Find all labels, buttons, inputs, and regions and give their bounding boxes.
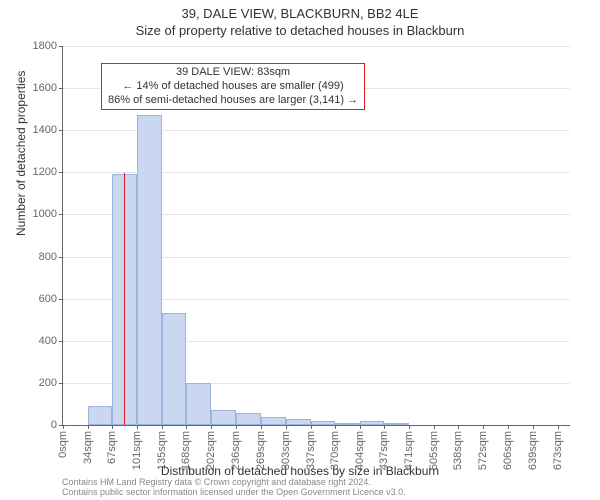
x-tick-mark: [211, 425, 212, 429]
x-tick-mark: [434, 425, 435, 429]
x-tick-label: 67sqm: [106, 431, 118, 464]
chart-footer: Contains HM Land Registry data © Crown c…: [0, 478, 600, 498]
x-tick-mark: [508, 425, 509, 429]
x-axis-title: Distribution of detached houses by size …: [0, 464, 600, 478]
x-tick-mark: [558, 425, 559, 429]
x-tick-mark: [409, 425, 410, 429]
y-tick-mark: [59, 341, 63, 342]
annotation-line: ← 14% of detached houses are smaller (49…: [108, 80, 358, 94]
y-tick-mark: [59, 257, 63, 258]
y-tick-label: 800: [39, 251, 57, 263]
x-tick-mark: [186, 425, 187, 429]
histogram-bar: [335, 423, 360, 425]
histogram-bar: [360, 421, 384, 425]
annotation-line: 39 DALE VIEW: 83sqm: [108, 66, 358, 80]
y-tick-label: 1000: [33, 208, 57, 220]
histogram-bar: [88, 406, 112, 425]
histogram-bar: [236, 413, 260, 425]
x-tick-mark: [63, 425, 64, 429]
x-tick-mark: [311, 425, 312, 429]
chart-title: 39, DALE VIEW, BLACKBURN, BB2 4LE: [0, 0, 600, 21]
x-tick-mark: [137, 425, 138, 429]
y-tick-mark: [59, 130, 63, 131]
x-tick-mark: [533, 425, 534, 429]
y-tick-mark: [59, 46, 63, 47]
marker-line: [124, 173, 125, 425]
annotation-line: 86% of semi-detached houses are larger (…: [108, 94, 358, 108]
histogram-bar: [162, 313, 186, 425]
chart-container: 39, DALE VIEW, BLACKBURN, BB2 4LE Size o…: [0, 0, 600, 500]
y-tick-mark: [59, 299, 63, 300]
y-tick-label: 600: [39, 293, 57, 305]
y-tick-mark: [59, 172, 63, 173]
y-tick-mark: [59, 383, 63, 384]
y-tick-label: 0: [51, 419, 57, 431]
x-tick-mark: [384, 425, 385, 429]
plot-area: 0200400600800100012001400160018000sqm34s…: [62, 46, 570, 426]
histogram-bar: [286, 419, 311, 425]
histogram-bar: [137, 115, 162, 425]
x-tick-mark: [261, 425, 262, 429]
footer-line-1: Contains HM Land Registry data © Crown c…: [62, 477, 371, 487]
annotation-box: 39 DALE VIEW: 83sqm← 14% of detached hou…: [101, 63, 365, 110]
y-tick-label: 1200: [33, 166, 57, 178]
y-tick-label: 1600: [33, 82, 57, 94]
histogram-bar: [261, 417, 286, 425]
x-tick-mark: [112, 425, 113, 429]
x-tick-mark: [88, 425, 89, 429]
chart-subtitle: Size of property relative to detached ho…: [0, 21, 600, 38]
footer-line-2: Contains public sector information licen…: [62, 487, 406, 497]
y-tick-mark: [59, 214, 63, 215]
x-tick-mark: [286, 425, 287, 429]
x-tick-mark: [360, 425, 361, 429]
x-tick-mark: [335, 425, 336, 429]
x-tick-label: 0sqm: [57, 431, 69, 458]
histogram-bar: [384, 423, 409, 425]
y-axis-title: Number of detached properties: [14, 71, 28, 236]
gridline: [63, 46, 570, 47]
y-tick-label: 400: [39, 335, 57, 347]
y-tick-label: 200: [39, 377, 57, 389]
histogram-bar: [186, 383, 211, 425]
x-tick-label: 34sqm: [82, 431, 94, 464]
x-tick-mark: [458, 425, 459, 429]
y-tick-label: 1400: [33, 124, 57, 136]
y-tick-mark: [59, 88, 63, 89]
y-tick-label: 1800: [33, 40, 57, 52]
histogram-bar: [311, 421, 335, 425]
x-tick-mark: [483, 425, 484, 429]
x-tick-mark: [236, 425, 237, 429]
histogram-bar: [211, 410, 236, 425]
x-tick-mark: [162, 425, 163, 429]
